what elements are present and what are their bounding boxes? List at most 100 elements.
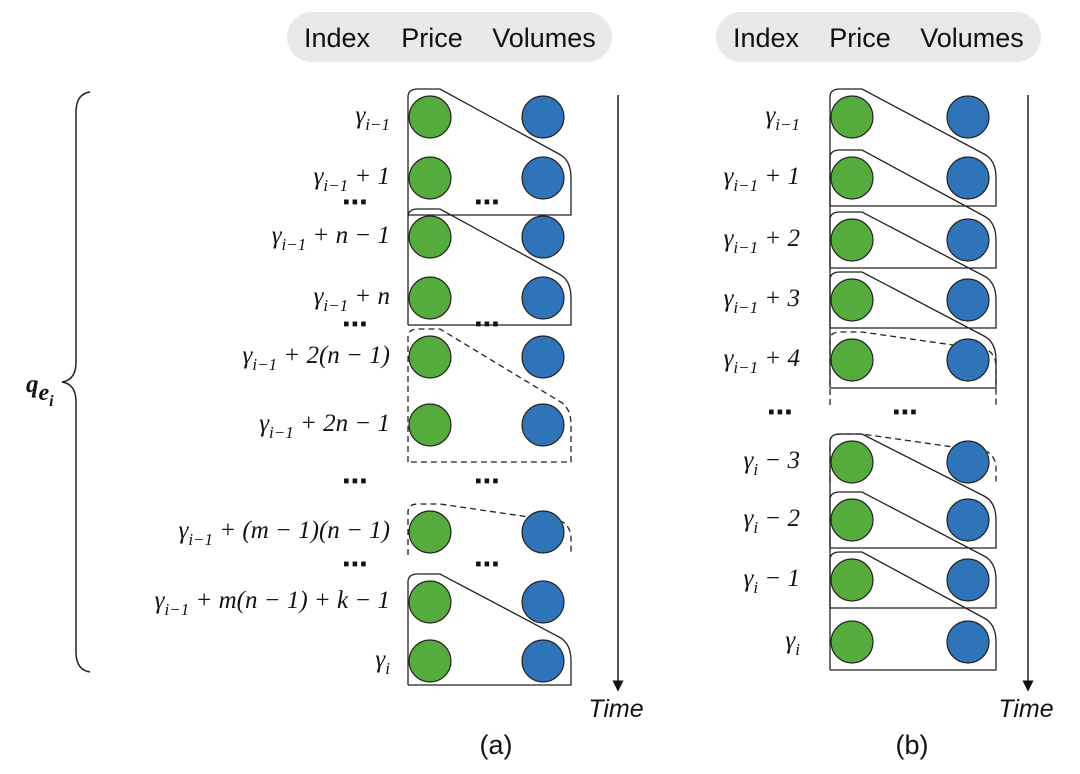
symbol: γ bbox=[724, 345, 735, 372]
expression: + n − 1 bbox=[306, 222, 390, 249]
index-label: γi−1 + (m − 1)(n − 1) bbox=[178, 517, 390, 549]
symbol: γ bbox=[178, 517, 189, 544]
price-dot bbox=[408, 335, 452, 379]
header-label: Index bbox=[304, 23, 371, 53]
expression: + 3 bbox=[758, 285, 800, 312]
symbol: γ bbox=[724, 285, 735, 312]
q-subsub: i bbox=[49, 393, 54, 410]
gap-dots: ⋯ bbox=[342, 467, 368, 497]
group-outline bbox=[829, 331, 997, 405]
price-dot bbox=[408, 95, 452, 139]
volume-dot bbox=[946, 218, 990, 262]
price-dot bbox=[408, 215, 452, 259]
expression: + 1 bbox=[348, 163, 390, 190]
subscript: i bbox=[753, 518, 758, 537]
index-label: γi−1 bbox=[355, 102, 390, 134]
header-label: Price bbox=[829, 23, 891, 53]
volume-dot bbox=[521, 335, 565, 379]
index-label: γi−1 bbox=[765, 102, 800, 134]
group-outline bbox=[829, 433, 997, 549]
subscript: i−1 bbox=[733, 238, 758, 257]
volume-dot bbox=[521, 580, 565, 624]
symbol: γ bbox=[243, 342, 254, 369]
symbol: γ bbox=[744, 505, 755, 532]
symbol: γ bbox=[744, 447, 755, 474]
index-label: γi bbox=[375, 646, 390, 678]
volume-dot bbox=[521, 639, 565, 683]
symbol: γ bbox=[744, 565, 755, 592]
subscript: i−1 bbox=[323, 296, 348, 315]
expression: − 1 bbox=[758, 565, 800, 592]
subscript: i−1 bbox=[282, 235, 307, 254]
price-dot bbox=[408, 403, 452, 447]
index-label: γi − 3 bbox=[744, 447, 800, 479]
expression: + 1 bbox=[758, 163, 800, 190]
volume-dot bbox=[521, 215, 565, 259]
expression: + 4 bbox=[758, 345, 800, 372]
expression: − 3 bbox=[758, 447, 800, 474]
header-label: Index bbox=[733, 23, 800, 53]
expression: + m(n − 1) + k − 1 bbox=[189, 587, 390, 614]
subscript: i bbox=[753, 578, 758, 597]
gap-dots: ⋯ bbox=[342, 550, 368, 580]
time-label: Time bbox=[998, 695, 1053, 723]
subscript: i bbox=[795, 640, 800, 659]
index-label: γi − 1 bbox=[744, 565, 800, 597]
gap-dots: ⋯ bbox=[892, 398, 918, 428]
group-outline bbox=[407, 573, 572, 686]
group-outline bbox=[407, 208, 572, 326]
expression: − 2 bbox=[758, 505, 800, 532]
header-label: Volumes bbox=[492, 23, 596, 53]
header-label: Volumes bbox=[920, 23, 1024, 53]
gap-dots: ⋯ bbox=[767, 398, 793, 428]
group-outline bbox=[829, 551, 997, 671]
caption: (b) bbox=[896, 730, 929, 760]
group-outline bbox=[829, 211, 997, 329]
symbol: γ bbox=[259, 410, 270, 437]
index-label: γi−1 + m(n − 1) + k − 1 bbox=[155, 587, 390, 619]
caption: (a) bbox=[480, 730, 513, 760]
expression: + (m − 1)(n − 1) bbox=[213, 517, 390, 544]
price-dot bbox=[830, 440, 874, 484]
group-outline bbox=[407, 328, 572, 463]
volume-dot bbox=[946, 278, 990, 322]
index-label: γi bbox=[785, 627, 800, 659]
subscript: i−1 bbox=[269, 423, 294, 442]
symbol: γ bbox=[314, 163, 325, 190]
symbol: γ bbox=[314, 283, 325, 310]
price-dot bbox=[830, 620, 874, 664]
volume-dot bbox=[946, 498, 990, 542]
price-dot bbox=[408, 510, 452, 554]
price-dot bbox=[830, 95, 874, 139]
expression: + n bbox=[348, 283, 390, 310]
subscript: i−1 bbox=[165, 600, 190, 619]
symbol: γ bbox=[765, 102, 776, 129]
symbol: γ bbox=[155, 587, 166, 614]
subscript: i−1 bbox=[775, 115, 800, 134]
header-label: Price bbox=[401, 23, 463, 53]
volume-dot bbox=[521, 510, 565, 554]
index-label: γi−1 + 2 bbox=[724, 225, 800, 257]
index-label: γi−1 + 1 bbox=[724, 163, 800, 195]
symbol: γ bbox=[272, 222, 283, 249]
gap-dots: ⋯ bbox=[474, 188, 500, 218]
price-dot bbox=[408, 639, 452, 683]
price-dot bbox=[830, 156, 874, 200]
price-dot bbox=[830, 498, 874, 542]
index-label: γi−1 + 4 bbox=[724, 345, 800, 377]
subscript: i bbox=[385, 659, 390, 678]
volume-dot bbox=[521, 156, 565, 200]
brace bbox=[61, 91, 91, 673]
subscript: i−1 bbox=[252, 355, 277, 374]
volume-dot bbox=[521, 403, 565, 447]
group-outline bbox=[829, 88, 997, 207]
index-label: γi−1 + 3 bbox=[724, 285, 800, 317]
group-outline bbox=[407, 88, 572, 216]
expression: + 2 bbox=[758, 225, 800, 252]
index-label: γi − 2 bbox=[744, 505, 800, 537]
symbol: γ bbox=[785, 627, 796, 654]
volume-dot bbox=[946, 620, 990, 664]
header-pill bbox=[716, 12, 1041, 62]
group-outline bbox=[829, 149, 997, 269]
